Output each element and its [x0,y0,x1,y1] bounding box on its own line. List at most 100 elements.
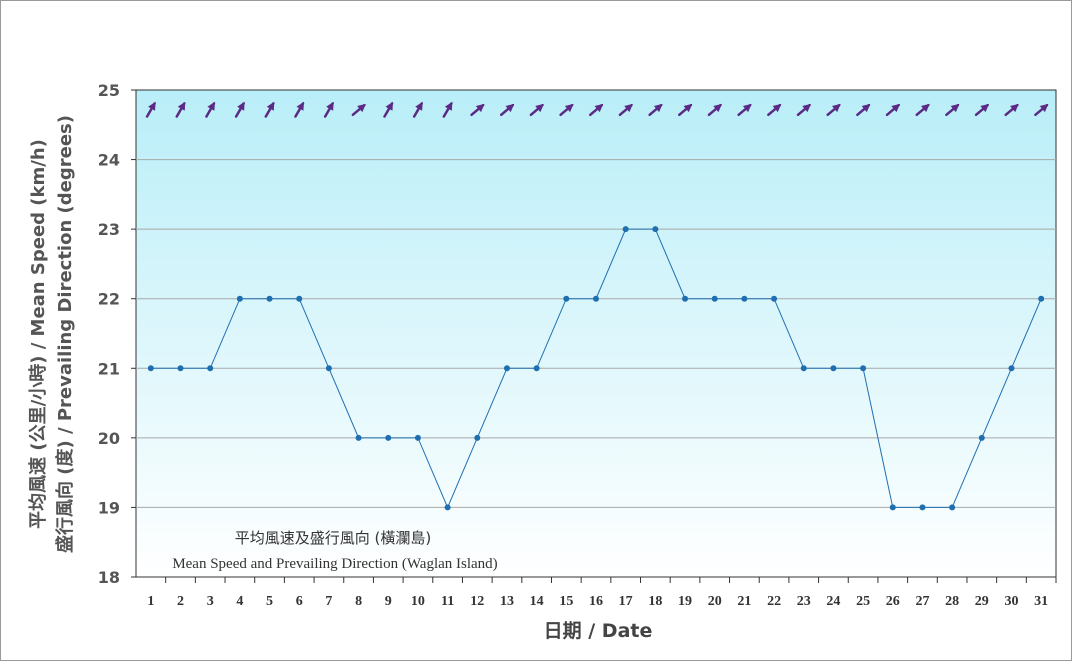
wind-direction-arrow-icon [1004,103,1019,117]
arrow-head [950,103,960,113]
arrow-head [415,101,423,111]
wind-direction-arrow-icon [145,101,156,118]
speed-point [949,504,956,511]
wind-direction-arrow-icon [589,103,604,117]
x-tick-label: 9 [385,594,392,609]
x-tick-label: 7 [325,594,332,609]
x-tick-label: 31 [1034,594,1048,609]
speed-point [741,295,748,302]
y-tick-label: 18 [98,568,120,587]
arrow-head [921,103,930,113]
y-tick-label: 22 [98,290,120,309]
arrow-head [444,101,453,111]
wind-direction-arrow-icon [678,103,693,117]
wind-direction-arrow-icon [529,103,544,117]
wind-direction-arrow-icon [499,103,515,117]
x-tick-label: 23 [797,594,811,609]
wind-direction-arrow-icon [351,103,366,117]
y-tick-label: 21 [98,359,120,378]
x-tick-label: 25 [856,594,870,609]
speed-point [355,434,362,441]
wind-direction-arrow-icon [323,101,334,118]
x-tick-label: 26 [886,594,900,609]
wind-direction-arrow-icon [234,101,245,118]
wind-direction-arrow-icon [559,103,574,117]
arrow-head [1010,103,1019,113]
arrow-head [385,101,394,111]
x-tick-label: 15 [559,594,573,609]
plot-area [135,89,1057,578]
speed-point [533,365,540,372]
speed-point [652,226,659,233]
wind-direction-arrow-icon [1034,103,1049,117]
arrow-head [266,101,275,111]
arrow-head [861,103,871,113]
chart-subtitle: Mean Speed and Prevailing Direction (Wag… [172,556,497,572]
x-tick-label: 18 [648,594,662,609]
arrow-head [772,103,782,113]
arrow-head [296,101,304,111]
x-tick-label: 5 [266,594,273,609]
speed-point [444,504,451,511]
x-tick-label: 24 [826,594,840,609]
x-tick-label: 14 [530,594,544,609]
wind-direction-arrow-icon [294,101,305,118]
speed-point [830,365,837,372]
x-tick-label: 8 [355,594,362,609]
speed-point [147,365,154,372]
x-tick-label: 20 [708,594,722,609]
arrow-head [237,101,245,111]
x-tick-label: 4 [236,594,243,609]
speed-point [711,295,718,302]
y-tick-label: 23 [98,220,120,239]
speed-point [682,295,689,302]
x-axis-label: 日期 / Date [544,620,653,642]
y-tick-label: 19 [98,498,120,517]
arrow-head [1039,103,1049,113]
wind-direction-arrow-icon [974,103,990,117]
wind-direction-arrow-icon [945,103,960,117]
speed-point [236,295,243,302]
speed-point [563,295,570,302]
speed-point [771,295,778,302]
arrow-head [713,103,722,113]
x-tick-label: 2 [177,594,184,609]
arrow-head [802,103,812,113]
wind-direction-arrow-icon [442,101,453,118]
y-tick-label: 20 [98,429,120,448]
wind-direction-arrow-icon [737,103,752,117]
speed-point [800,365,807,372]
x-tick-label: 16 [589,594,603,609]
arrow-head [148,101,156,111]
wind-direction-arrow-icon [707,103,722,117]
arrow-head [357,103,366,113]
x-tick-label: 22 [767,594,781,609]
wind-direction-arrow-icon [618,103,633,117]
wind-direction-arrow-icon [767,103,782,117]
speed-point [622,226,629,233]
x-tick-label: 29 [975,594,989,609]
arrow-head [742,103,752,113]
x-tick-label: 21 [737,594,751,609]
wind-direction-arrow-icon [470,103,485,117]
x-tick-label: 28 [945,594,959,609]
speed-point [296,295,303,302]
wind-direction-arrow-icon [383,101,394,118]
speed-point [978,434,985,441]
y-tick-label: 24 [98,151,120,170]
speed-point [860,365,867,372]
speed-point [919,504,926,511]
x-tick-label: 30 [1004,594,1018,609]
wind-direction-arrow-icon [648,103,663,117]
wind-direction-arrow-icon [826,103,841,117]
x-tick-label: 6 [296,594,303,609]
speed-point [177,365,184,372]
x-tick-label: 13 [500,594,514,609]
arrow-head [505,103,515,113]
y-tick-label: 25 [98,81,120,100]
wind-direction-arrow-icon [264,101,275,118]
arrow-head [207,101,215,111]
wind-direction-arrow-icon [885,103,901,117]
